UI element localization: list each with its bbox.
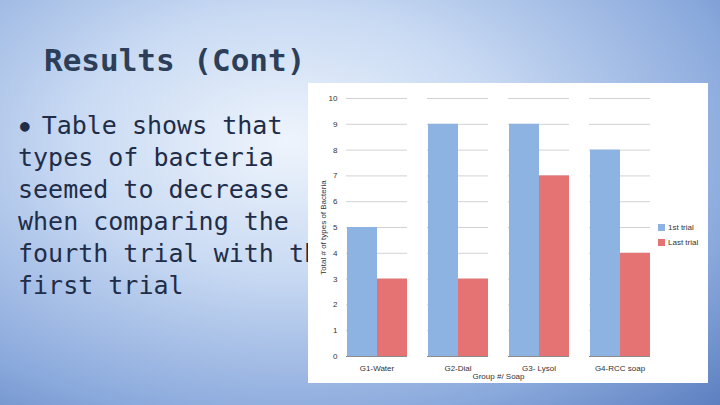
svg-text:4: 4 [333,249,338,258]
svg-text:G3- Lysol: G3- Lysol [522,364,556,373]
svg-text:Group #/ Soap: Group #/ Soap [472,372,525,381]
svg-text:2: 2 [333,300,338,309]
svg-text:3: 3 [333,275,338,284]
svg-text:8: 8 [333,146,338,155]
svg-text:6: 6 [333,197,338,206]
svg-text:G2-Dial: G2-Dial [444,364,471,373]
svg-text:G4-RCC soap: G4-RCC soap [595,364,646,373]
svg-text:1: 1 [333,326,338,335]
svg-text:Total # of types of Bacteria: Total # of types of Bacteria [319,180,328,275]
svg-text:5: 5 [333,223,338,232]
svg-text:10: 10 [329,94,338,103]
svg-text:0: 0 [333,352,338,361]
svg-text:7: 7 [333,171,338,180]
svg-text:G1-Water: G1-Water [360,364,395,373]
svg-text:9: 9 [333,120,338,129]
